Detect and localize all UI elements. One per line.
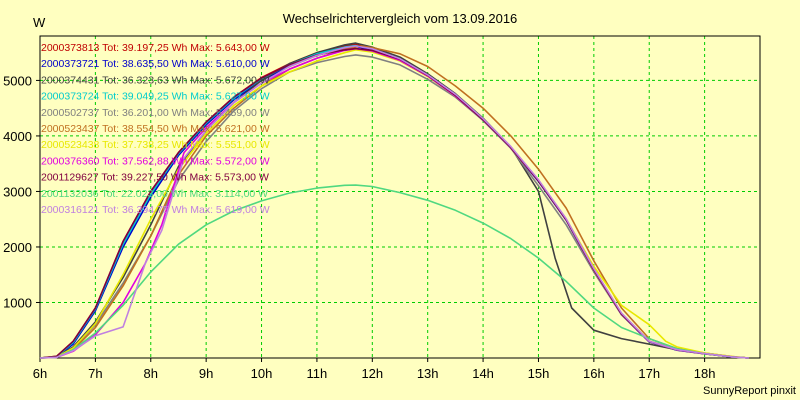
x-tick-label: 16h xyxy=(583,366,605,381)
y-tick-label: 1000 xyxy=(3,295,32,310)
legend-entry-10: 2001132036 Tot: 22.023,00 Wh Max: 3.114,… xyxy=(41,188,268,200)
series-line-11 xyxy=(39,45,749,359)
x-tick-label: 15h xyxy=(528,366,550,381)
legend-entry-2: 2000373721 Tot: 38.635,50 Wh Max: 5.610,… xyxy=(41,58,270,70)
legend-entry-9: 2001129627 Tot: 39.227,50 Wh Max: 5.573,… xyxy=(41,172,269,184)
x-tick-label: 18h xyxy=(694,366,716,381)
x-tick-label: 9h xyxy=(199,366,213,381)
x-tick-label: 8h xyxy=(144,366,158,381)
y-unit-label: W xyxy=(33,15,46,30)
chart-title: Wechselrichtervergleich vom 13.09.2016 xyxy=(282,11,518,26)
x-tick-label: 11h xyxy=(307,366,328,381)
legend-entry-3: 2000374431 Tot: 36.323,63 Wh Max: 5.672,… xyxy=(41,74,270,86)
legend-entry-7: 2000523438 Tot: 37.738,25 Wh Max: 5.551,… xyxy=(41,139,270,151)
x-tick-label: 14h xyxy=(472,366,494,381)
x-tick-label: 10h xyxy=(251,366,273,381)
y-tick-label: 5000 xyxy=(3,73,32,88)
legend-entry-4: 2000373724 Tot: 39.049,25 Wh Max: 5.627,… xyxy=(41,91,270,103)
x-tick-label: 13h xyxy=(417,366,439,381)
series-line-7 xyxy=(39,49,749,359)
legend-entry-5: 2000502737 Tot: 36.201,00 Wh Max: 5.459,… xyxy=(41,107,270,119)
x-tick-label: 6h xyxy=(33,366,47,381)
legend-entry-8: 2000376360 Tot: 37.562,88 Wh Max: 5.572,… xyxy=(41,155,270,167)
footer-credit: SunnyReport pinxit xyxy=(703,385,796,397)
x-tick-label: 17h xyxy=(638,366,660,381)
y-tick-label: 3000 xyxy=(3,184,32,199)
y-tick-label: 2000 xyxy=(3,240,32,255)
legend-entry-6: 2000523437 Tot: 38.554,50 Wh Max: 5.621,… xyxy=(41,123,270,135)
x-tick-label: 7h xyxy=(88,366,102,381)
plot-frame xyxy=(39,35,761,359)
series-line-3 xyxy=(39,42,749,359)
x-tick-label: 12h xyxy=(361,366,383,381)
y-tick-label: 4000 xyxy=(3,129,32,144)
legend-entry-1: 2000373813 Tot: 39.197,25 Wh Max: 5.643,… xyxy=(41,42,270,54)
legend-entry-11: 2000316121 Tot: 36.394,75 Wh Max: 5.619,… xyxy=(41,204,270,216)
series-line-10 xyxy=(39,184,749,359)
series-line-6 xyxy=(39,45,749,359)
